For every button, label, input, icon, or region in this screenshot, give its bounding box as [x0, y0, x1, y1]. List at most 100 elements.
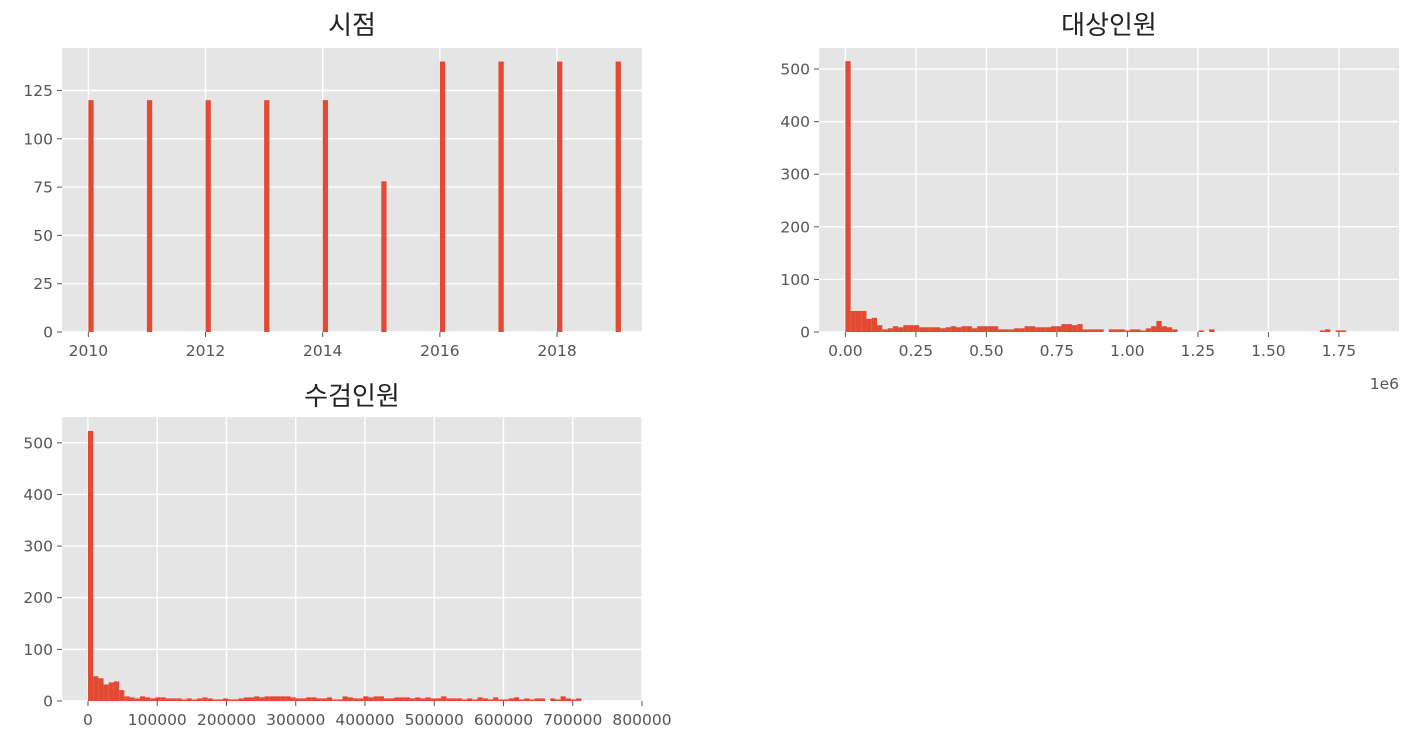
y-tick-label: 200	[780, 218, 810, 236]
histogram-bar	[146, 100, 153, 332]
y-tick-label: 400	[780, 113, 810, 131]
histogram-bar	[565, 698, 572, 701]
histogram-bar	[290, 697, 296, 701]
histogram-bar	[337, 699, 343, 701]
histogram-bar	[950, 326, 957, 332]
histogram-bar	[119, 690, 125, 701]
histogram-bar	[1135, 329, 1141, 332]
histogram-bar	[845, 61, 851, 333]
histogram-bar	[615, 61, 621, 333]
histogram-bar	[381, 181, 387, 332]
x-tick-label: 0.50	[969, 342, 1004, 360]
histogram-bar	[576, 698, 582, 701]
x-tick-label: 1.00	[1110, 342, 1145, 360]
histogram-bar	[882, 329, 888, 332]
histogram-bar	[1040, 327, 1046, 332]
histogram-bar	[415, 697, 421, 701]
y-tick-label: 100	[780, 271, 810, 289]
histogram-bar	[1335, 330, 1341, 332]
histogram-bar	[924, 327, 930, 332]
histogram-bar	[961, 326, 967, 332]
histogram-bar	[1008, 329, 1015, 332]
histogram-bar	[378, 696, 385, 701]
histogram-bar	[233, 699, 239, 701]
histogram-bar	[394, 697, 400, 701]
histogram-bar	[1003, 329, 1009, 332]
histogram-bar	[1172, 329, 1178, 332]
histogram-bar	[274, 696, 281, 701]
histogram-bar	[435, 698, 442, 701]
x-tick-label: 2018	[537, 342, 576, 360]
histogram-bar	[446, 698, 452, 701]
x-tick-label: 200000	[197, 711, 256, 729]
x-tick-label: 0.75	[1040, 342, 1075, 360]
histogram-bar	[389, 698, 395, 701]
histogram-bar	[855, 310, 862, 332]
histogram-bar	[560, 696, 566, 701]
x-tick-label: 700000	[543, 711, 602, 729]
histogram-bar	[892, 326, 899, 332]
histogram-bar	[477, 697, 483, 701]
histogram-bar	[482, 698, 488, 701]
chart-title: 시점	[328, 11, 376, 41]
y-tick-label: 0	[800, 324, 810, 342]
histogram-bar	[977, 326, 983, 332]
histogram-bar	[1130, 329, 1136, 332]
x-tick-label: 2014	[303, 342, 342, 360]
subplot-1: 0 25 50 75 100 125 2010 2012 2014 2016 2018 시점	[23, 11, 642, 360]
histogram-bar	[171, 698, 177, 701]
x-tick-label: 300000	[266, 711, 325, 729]
histogram-bar	[228, 699, 234, 701]
histogram-bar	[1035, 327, 1041, 332]
histogram-bar	[1166, 327, 1173, 332]
histogram-bar	[326, 697, 333, 701]
histogram-bar	[557, 61, 563, 333]
histogram-bar	[404, 697, 410, 701]
histogram-bar	[176, 698, 182, 701]
x-tick-label: 500000	[405, 711, 464, 729]
histogram-bar	[876, 325, 883, 332]
histogram-bar	[186, 698, 192, 701]
histogram-bar	[165, 698, 172, 701]
histogram-bar	[987, 326, 993, 332]
chart-title: 수검인원	[304, 382, 400, 412]
histogram-bar	[1156, 320, 1162, 332]
histogram-bar	[425, 697, 431, 701]
histogram-bar	[1161, 326, 1167, 332]
y-tick-label: 125	[23, 82, 53, 100]
histogram-bar	[347, 697, 353, 701]
histogram-bar	[992, 326, 999, 332]
histogram-bar	[1340, 330, 1347, 332]
plot-area	[819, 48, 1399, 332]
x-tick-label: 1.75	[1322, 342, 1357, 360]
histogram-bar	[113, 681, 120, 701]
histogram-bar	[472, 699, 478, 701]
histogram-bar	[555, 699, 561, 701]
histogram-bar	[508, 698, 514, 701]
histogram-bar	[524, 698, 530, 701]
histogram-bar	[966, 326, 972, 332]
histogram-bar	[461, 699, 468, 701]
histogram-bar	[280, 696, 286, 701]
histogram-bar	[93, 676, 99, 701]
histogram-bar	[956, 327, 962, 332]
histogram-bar	[1072, 325, 1078, 332]
bars	[845, 61, 1347, 333]
histogram-bar	[342, 696, 348, 701]
histogram-bar	[1056, 326, 1062, 332]
histogram-bar	[919, 327, 925, 332]
histogram-bar	[285, 696, 291, 701]
histogram-bar	[571, 699, 577, 701]
histogram-bar	[439, 61, 446, 333]
x-tick-label: 2016	[420, 342, 459, 360]
histogram-bar	[368, 697, 374, 701]
histogram-bar	[358, 698, 364, 701]
histogram-bar	[410, 698, 416, 701]
x-tick-label: 2010	[69, 342, 108, 360]
histogram-bar	[451, 698, 457, 701]
histogram-bar	[929, 327, 935, 332]
histogram-bar	[269, 696, 275, 701]
histogram-bar	[205, 100, 211, 332]
histogram-bar	[908, 325, 914, 332]
histogram-bar	[155, 697, 161, 701]
